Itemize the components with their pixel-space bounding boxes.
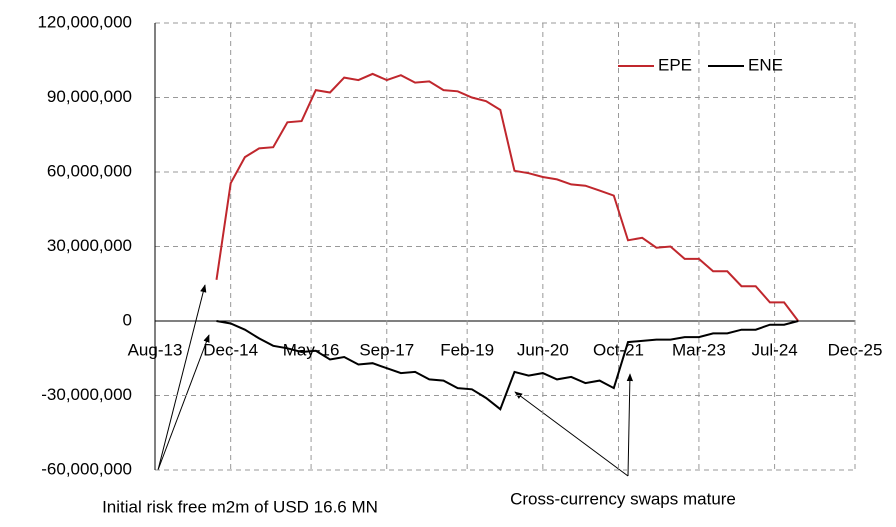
x-tick-label: Jul-24 — [751, 340, 797, 359]
series-line — [216, 320, 799, 411]
x-tick-label: Jun-20 — [517, 340, 569, 359]
legend-label: ENE — [748, 55, 783, 74]
series-line — [215, 72, 799, 322]
y-tick-label: 60,000,000 — [47, 161, 132, 180]
y-tick-label: 120,000,000 — [37, 12, 132, 31]
annotation: Cross-currency swaps mature — [510, 489, 736, 508]
x-tick-label: Oct-21 — [593, 340, 644, 359]
y-tick-label: 90,000,000 — [47, 87, 132, 106]
x-tick-label: Dec-14 — [203, 340, 258, 359]
x-tick-label: Dec-25 — [828, 340, 883, 359]
y-tick-label: -30,000,000 — [41, 385, 132, 404]
y-tick-label: 0 — [123, 310, 132, 329]
x-tick-label: Mar-23 — [672, 340, 726, 359]
annotation-arrows — [157, 284, 634, 477]
x-tick-label: Aug-13 — [128, 340, 183, 359]
y-tick-label: 30,000,000 — [47, 236, 132, 255]
legend-label: EPE — [658, 55, 692, 74]
x-tick-label: May-16 — [283, 340, 340, 359]
y-tick-label: -60,000,000 — [41, 459, 132, 478]
x-tick-label: Feb-19 — [440, 340, 494, 359]
x-tick-label: Sep-17 — [359, 340, 414, 359]
annotation: Initial risk free m2m of USD 16.6 MN — [102, 497, 378, 516]
